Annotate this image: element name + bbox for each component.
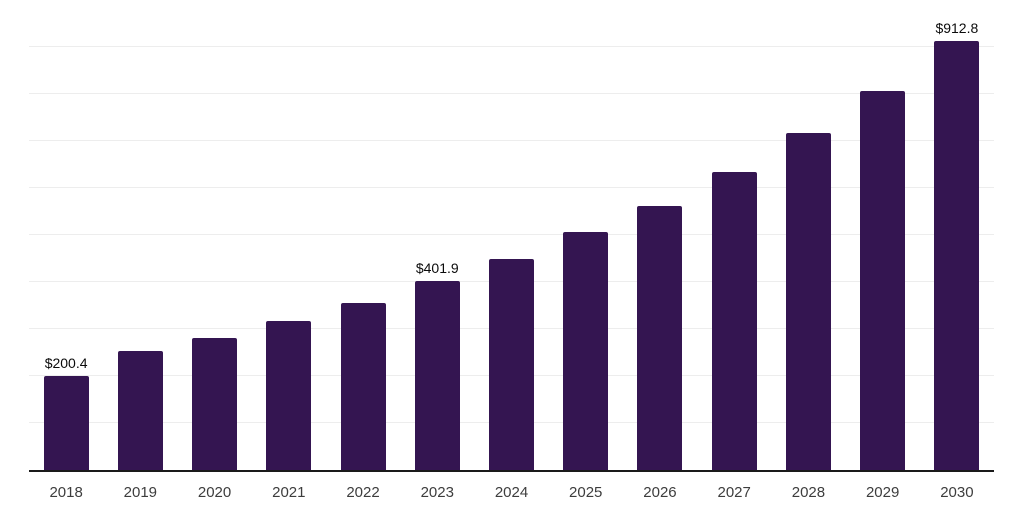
- bar-2022: [340, 303, 386, 470]
- gridline-500: [29, 234, 994, 235]
- x-tick-2024: 2024: [494, 484, 529, 501]
- bar-2023: [414, 281, 460, 470]
- gridline-800: [29, 93, 994, 94]
- bar-2028: [785, 133, 831, 470]
- x-tick-2026: 2026: [643, 484, 677, 501]
- x-tick-2022: 2022: [346, 484, 380, 501]
- x-tick-2020: 2020: [197, 484, 232, 501]
- gridline-600: [29, 187, 994, 188]
- x-tick-2023: 2023: [420, 484, 454, 501]
- bar-2030: [934, 40, 980, 470]
- bar-2019: [117, 350, 163, 470]
- bar-2021: [266, 321, 312, 470]
- bar-2024: [489, 259, 534, 470]
- bar-2027: [711, 171, 757, 470]
- bar-2025: [563, 231, 609, 470]
- plot-area: $200.4 $401.9 $912.8: [29, 0, 994, 472]
- x-tick-2018: 2018: [49, 484, 83, 501]
- bar-2029: [860, 91, 906, 470]
- data-label-2023: $401.9: [415, 260, 459, 277]
- data-label-2018: $200.4: [44, 354, 88, 371]
- gridline-900: [29, 46, 994, 47]
- x-axis: 2018 2019 2020 2021 2022 2023 2024 2025 2026 2027…: [29, 472, 994, 512]
- x-tick-2021: 2021: [272, 484, 306, 501]
- x-tick-2019: 2019: [123, 484, 158, 501]
- bar-2026: [637, 205, 683, 470]
- bar-2018: [43, 375, 89, 470]
- data-label-2030: $912.8: [935, 19, 979, 36]
- x-tick-2029: 2029: [865, 484, 900, 501]
- x-tick-2030: 2030: [940, 484, 974, 501]
- gridline-700: [29, 140, 994, 141]
- bar-2020: [192, 338, 238, 470]
- x-tick-2025: 2025: [569, 484, 603, 501]
- x-tick-2027: 2027: [717, 484, 751, 501]
- x-tick-2028: 2028: [791, 484, 826, 501]
